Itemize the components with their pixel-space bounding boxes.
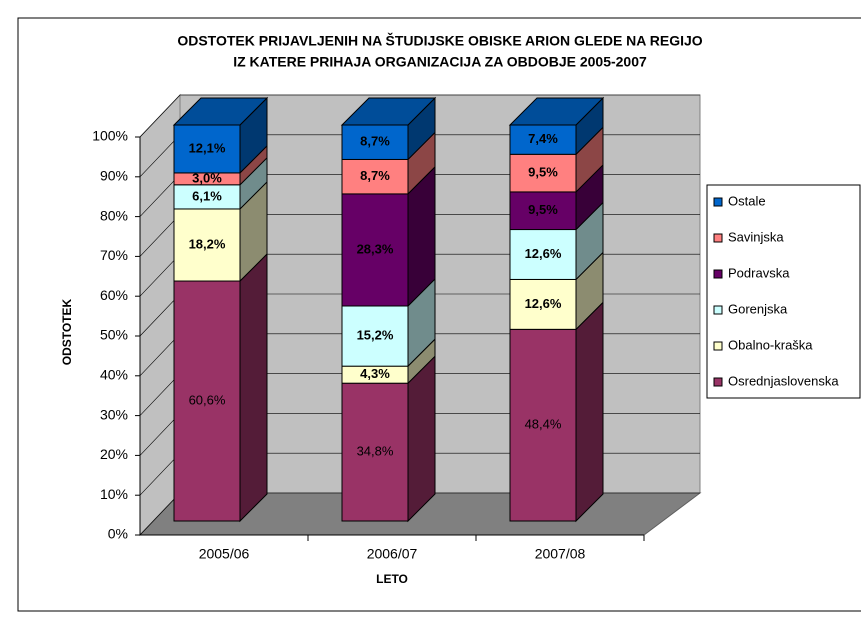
legend-swatch: [713, 233, 723, 243]
y-tick-label: 30%: [100, 406, 128, 422]
bar-segment: [509, 191, 577, 231]
y-tick-label: 20%: [100, 446, 128, 462]
data-label: 6,1%: [192, 188, 222, 203]
y-tick-label: 60%: [100, 287, 128, 303]
legend-label: Podravska: [728, 265, 790, 280]
bar-segment: [341, 193, 409, 307]
chart-title: IZ KATERE PRIHAJA ORGANIZACIJA ZA OBDOBJ…: [233, 54, 647, 70]
y-tick-label: 10%: [100, 486, 128, 502]
bar-segment: [509, 124, 577, 155]
x-tick-label: 2005/06: [199, 546, 250, 562]
y-tick-label: 40%: [100, 367, 128, 383]
grid-line: [139, 94, 700, 138]
bar-segment: [173, 280, 241, 522]
bar-segment: [341, 305, 409, 367]
bar-segment: [173, 124, 241, 174]
bar-segment: [341, 382, 409, 522]
bar-side: [575, 301, 604, 523]
y-tick-label: 70%: [100, 247, 128, 263]
legend-swatch: [713, 269, 723, 279]
legend-swatch: [713, 377, 723, 387]
data-label: 8,7%: [360, 134, 390, 149]
bar-side: [239, 252, 268, 523]
bar-side: [407, 354, 436, 523]
chart-border: [17, 17, 861, 612]
bar-segment: [509, 278, 577, 330]
legend-swatch: [713, 341, 723, 351]
data-label: 15,2%: [357, 328, 394, 343]
bar-top: [508, 97, 605, 126]
y-axis-label: ODSTOTEK: [60, 298, 74, 365]
legend-label: Gorenjska: [728, 301, 788, 316]
data-label: 4,3%: [360, 366, 390, 381]
data-label: 8,7%: [360, 168, 390, 183]
legend-label: Osrednjaslovenska: [728, 373, 839, 388]
bar-top: [340, 97, 437, 126]
x-tick-label: 2006/07: [367, 546, 418, 562]
data-label: 12,6%: [525, 246, 562, 261]
data-label: 3,0%: [192, 170, 222, 185]
legend-box: [706, 184, 861, 399]
y-tick-label: 100%: [92, 128, 128, 144]
data-label: 9,5%: [528, 165, 558, 180]
legend-swatch: [713, 197, 723, 207]
x-tick-label: 2007/08: [535, 546, 586, 562]
y-tick-label: 90%: [100, 168, 128, 184]
data-label: 48,4%: [525, 417, 562, 432]
data-label: 18,2%: [189, 236, 226, 251]
data-label: 60,6%: [189, 392, 226, 407]
data-label: 12,6%: [525, 296, 562, 311]
legend-label: Ostale: [728, 193, 766, 208]
y-tick-label: 0%: [108, 526, 128, 542]
chart-title: ODSTOTEK PRIJAVLJENIH NA ŠTUDIJSKE OBISK…: [177, 32, 702, 49]
legend-label: Savinjska: [728, 229, 784, 244]
data-label: 34,8%: [357, 444, 394, 459]
bar-segment: [509, 153, 577, 193]
data-label: 12,1%: [189, 140, 226, 155]
bar-segment: [509, 328, 577, 522]
bar-segment: [341, 158, 409, 195]
y-tick-label: 50%: [100, 327, 128, 343]
legend-swatch: [713, 305, 723, 315]
data-label: 7,4%: [528, 131, 558, 146]
data-label: 28,3%: [357, 241, 394, 256]
x-axis-label: LETO: [376, 572, 408, 586]
bar-top: [172, 97, 269, 126]
y-tick-label: 80%: [100, 207, 128, 223]
data-label: 9,5%: [528, 202, 558, 217]
bar-segment: [509, 229, 577, 280]
legend-label: Obalno-kraška: [728, 337, 813, 352]
